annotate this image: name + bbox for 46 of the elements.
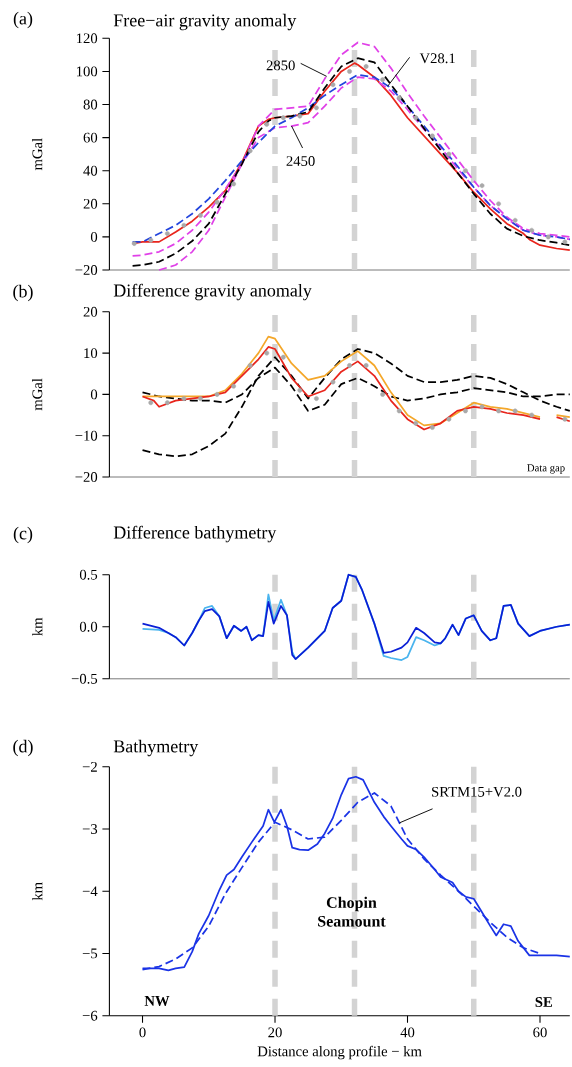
chart-title: Difference bathymetry xyxy=(113,525,277,543)
text: (b) xyxy=(13,284,33,302)
annotation: SE xyxy=(535,997,553,1007)
y-tick-label: −4 xyxy=(82,886,98,897)
chart-title: Bathymetry xyxy=(113,739,199,757)
y-tick-label: 100 xyxy=(76,66,98,77)
chart-title: Free−air gravity anomaly xyxy=(113,13,297,31)
y-tick-label: −0.5 xyxy=(71,673,98,684)
y-tick-label: 20 xyxy=(83,198,98,209)
y-tick-label: −6 xyxy=(82,1010,98,1021)
y-tick-label: −20 xyxy=(75,472,98,482)
x-tick-label: 20 xyxy=(268,1027,282,1038)
y-tick-label: −2 xyxy=(82,761,97,772)
y-tick-label: 0 xyxy=(90,389,98,400)
annotation: 2850 xyxy=(266,60,295,71)
annotation: Chopin Seamount xyxy=(318,896,386,927)
y-tick-label: 0.5 xyxy=(79,569,98,580)
annotation: NW xyxy=(144,996,170,1006)
y-tick-label: 20 xyxy=(83,306,98,317)
annotation: V28.1 xyxy=(419,53,455,64)
y-tick-label: −3 xyxy=(82,824,98,834)
y-axis-title: km xyxy=(32,617,43,636)
chart-title: Difference gravity anomaly xyxy=(113,283,312,301)
annotation: SRTM15+V2.0 xyxy=(432,786,522,797)
y-tick-label: −5 xyxy=(82,948,98,959)
annotation: 2450 xyxy=(286,156,315,166)
y-tick-label: 80 xyxy=(83,99,98,110)
y-tick-label: −20 xyxy=(75,265,98,275)
x-tick-label: 60 xyxy=(533,1027,547,1038)
text: (d) xyxy=(13,739,33,757)
y-tick-label: 120 xyxy=(76,33,98,44)
y-tick-label: 0 xyxy=(90,231,98,242)
x-tick-label: 0 xyxy=(139,1027,146,1038)
x-tick-label: 40 xyxy=(400,1027,415,1038)
y-tick-label: 40 xyxy=(83,165,98,176)
annotation: Data gap xyxy=(527,464,565,474)
y-axis-title: mGal xyxy=(32,138,43,171)
y-axis-title: mGal xyxy=(32,378,43,411)
y-tick-label: −10 xyxy=(75,430,98,441)
y-tick-label: 0.0 xyxy=(79,621,98,632)
y-tick-label: 60 xyxy=(83,132,98,143)
y-axis-title: km xyxy=(32,882,43,901)
text: (a) xyxy=(13,11,33,29)
text: (c) xyxy=(13,526,33,544)
y-tick-label: 10 xyxy=(84,348,98,359)
x-axis-title: Distance along profile − km xyxy=(257,1045,422,1060)
